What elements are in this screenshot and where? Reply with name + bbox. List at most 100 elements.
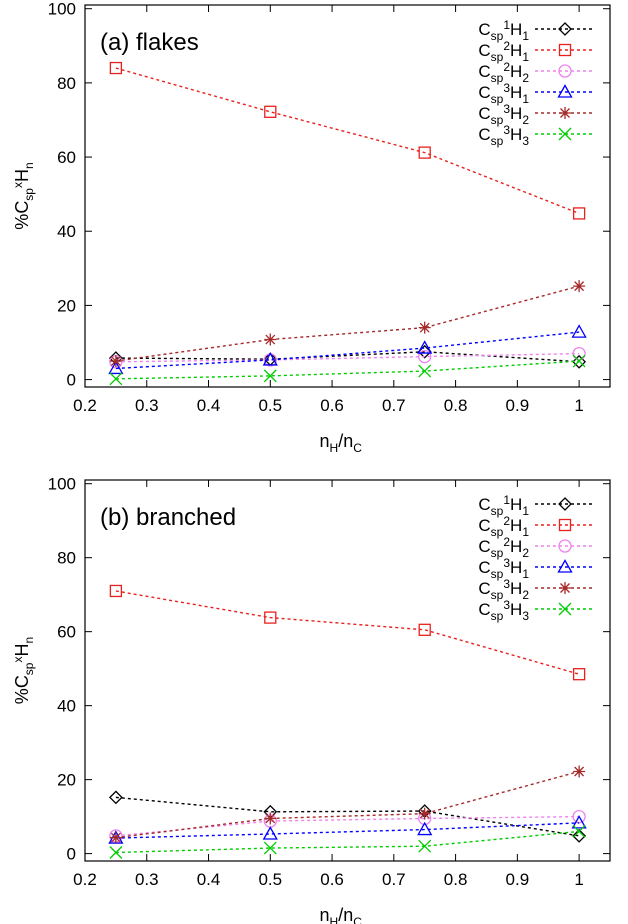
- data-point-sp3H2: [418, 807, 431, 820]
- x-tick-label: 1: [574, 870, 583, 889]
- data-point-sp2H1: [572, 668, 586, 681]
- data-point-sp3H2: [418, 321, 431, 334]
- series-sp3H3: [109, 354, 586, 386]
- data-point-sp2H1: [418, 623, 431, 636]
- data-point-sp1H1: [108, 790, 123, 805]
- legend-marker-sp3H1: [557, 84, 573, 98]
- data-point-sp3H1: [571, 324, 587, 338]
- data-point-sp2H1: [109, 584, 123, 598]
- legend-marker-sp2H2: [558, 539, 572, 553]
- series-sp3H1: [108, 815, 587, 844]
- data-point-sp3H1: [262, 826, 278, 840]
- legend-label-sp2H2: Csp2H2: [478, 535, 529, 560]
- y-tick-label: 0: [67, 371, 76, 390]
- legend-marker-sp1H1: [558, 497, 572, 511]
- x-tick-label: 0.8: [444, 870, 468, 889]
- series-line-sp3H3: [115, 360, 580, 380]
- data-point-sp2H2: [572, 809, 586, 824]
- y-tick-label: 20: [57, 296, 76, 315]
- legend-label-sp3H1: Csp3H1: [478, 81, 529, 106]
- series-sp2H1: [109, 584, 586, 681]
- series-line-sp3H2: [115, 285, 580, 362]
- data-point-sp3H3: [418, 839, 432, 853]
- series-line-sp1H1: [115, 796, 580, 837]
- x-tick-label: 0.6: [320, 870, 344, 889]
- data-point-sp3H3: [572, 824, 586, 838]
- series-line-sp2H1: [115, 67, 580, 215]
- x-tick-label: 0.5: [258, 396, 282, 415]
- legend-marker-sp3H2: [559, 107, 571, 119]
- data-point-sp3H3: [109, 372, 123, 386]
- data-point-sp2H1: [109, 61, 123, 75]
- series-sp3H1: [108, 324, 587, 375]
- plot-frame: [84, 479, 611, 862]
- y-tick-label: 40: [57, 697, 76, 716]
- data-point-sp3H2: [109, 355, 122, 368]
- series-line-sp3H3: [115, 830, 580, 854]
- data-point-sp2H1: [264, 611, 277, 624]
- data-point-sp3H1: [108, 360, 124, 375]
- data-point-sp3H3: [109, 846, 123, 859]
- legend-label-sp1H1: Csp1H1: [478, 493, 529, 518]
- y-tick-label: 0: [67, 845, 76, 864]
- y-tick-label: 60: [57, 623, 76, 642]
- data-point-sp3H2: [573, 765, 586, 778]
- x-axis-label: nH/nC: [320, 431, 363, 455]
- panel-title: (b) branched: [100, 504, 236, 531]
- data-point-sp3H2: [264, 812, 277, 825]
- legend-label-sp2H2: Csp2H2: [478, 60, 529, 85]
- series-sp2H1: [109, 61, 586, 220]
- series-sp1H1: [108, 344, 587, 369]
- x-tick-label: 0.5: [258, 870, 282, 889]
- legend-label-sp1H1: Csp1H1: [478, 18, 529, 43]
- legend-label-sp3H1: Csp3H1: [478, 556, 529, 581]
- data-point-sp2H1: [264, 105, 277, 118]
- data-point-sp3H3: [263, 369, 277, 383]
- y-tick-label: 20: [57, 771, 76, 790]
- data-point-sp3H1: [417, 821, 433, 836]
- y-axis-label: %CspxHn: [11, 637, 36, 704]
- series-sp3H3: [109, 824, 586, 859]
- legend-marker-sp2H1: [558, 518, 572, 532]
- y-tick-label: 80: [57, 74, 76, 93]
- legend-marker-sp3H3: [558, 127, 572, 141]
- series-line-sp3H1: [115, 331, 580, 370]
- legend-marker-sp2H1: [558, 43, 572, 57]
- series-sp1H1: [108, 790, 587, 843]
- y-axis-label: %CspxHn: [11, 162, 36, 229]
- series-line-sp3H2: [115, 770, 580, 839]
- legend-label-sp3H2: Csp3H2: [478, 102, 529, 127]
- legend-label-sp3H3: Csp3H3: [478, 598, 529, 623]
- y-tick-label: 80: [57, 549, 76, 568]
- series-sp3H2: [109, 765, 586, 844]
- x-tick-label: 0.7: [382, 396, 406, 415]
- y-tick-label: 100: [48, 0, 76, 19]
- series-sp3H2: [109, 280, 586, 368]
- series-line-sp3H1: [115, 822, 580, 839]
- data-point-sp3H1: [262, 352, 278, 366]
- x-tick-label: 0.4: [197, 870, 221, 889]
- data-point-sp3H2: [573, 280, 586, 293]
- x-tick-label: 0.9: [506, 396, 530, 415]
- x-tick-label: 0.7: [382, 870, 406, 889]
- y-tick-label: 40: [57, 222, 76, 241]
- data-point-sp3H3: [418, 364, 432, 378]
- data-point-sp2H2: [418, 349, 432, 364]
- legend-marker-sp1H1: [558, 22, 572, 36]
- series-line-sp2H1: [115, 590, 580, 675]
- data-point-sp1H1: [572, 354, 587, 369]
- x-tick-label: 0.2: [73, 870, 97, 889]
- data-point-sp1H1: [572, 828, 587, 843]
- data-point-sp2H1: [418, 146, 431, 159]
- x-tick-label: 0.6: [320, 396, 344, 415]
- legend-label-sp2H1: Csp2H1: [478, 514, 529, 539]
- data-point-sp2H1: [572, 207, 586, 220]
- data-point-sp3H2: [109, 831, 122, 844]
- data-point-sp3H3: [572, 354, 586, 368]
- data-point-sp3H2: [264, 333, 277, 346]
- x-tick-label: 0.3: [135, 396, 159, 415]
- y-tick-label: 60: [57, 148, 76, 167]
